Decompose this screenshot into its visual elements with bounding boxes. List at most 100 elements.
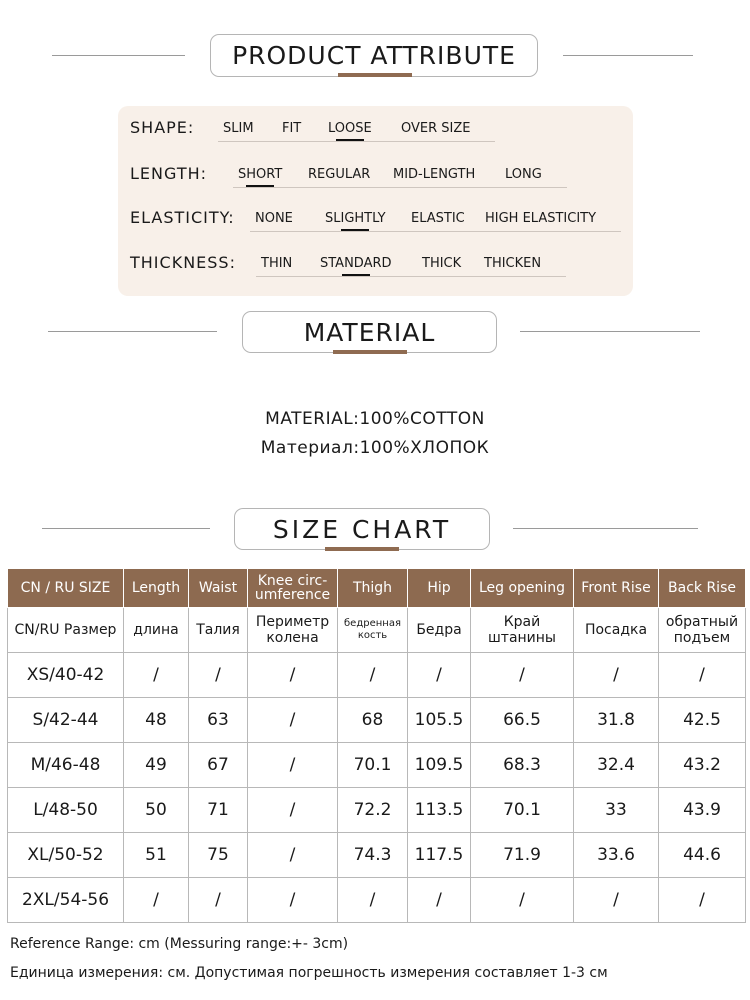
size-cell: 42.5 [658,697,746,743]
attribute-option: SLIM [223,121,254,136]
attribute-option: STANDARD [320,256,392,271]
section-title: MATERIAL [242,311,497,353]
header-cell: бедренная кость [337,607,408,653]
size-cell: 75 [188,832,248,878]
size-cell: / [247,652,338,698]
selected-marker [341,229,370,232]
attribute-option: ELASTIC [411,211,465,226]
size-cell: / [658,652,746,698]
attribute-label: LENGTH: [130,164,208,183]
attribute-option: THICKEN [484,256,542,271]
attribute-option: LOOSE [328,121,372,136]
material-line: MATERIAL:100%COTTON [265,409,485,429]
size-cell: / [573,877,659,923]
header-cell: длина [123,607,189,653]
size-cell: 43.2 [658,742,746,788]
option-underline [256,276,567,277]
title-accent [333,350,407,354]
material-line: Материал:100%ХЛОПОК [260,438,490,458]
size-cell: 71 [188,787,248,833]
size-cell: 33.6 [573,832,659,878]
size-cell: 70.1 [337,742,408,788]
size-cell: / [337,652,408,698]
size-cell: / [470,652,574,698]
size-cell: 2XL/54-56 [7,877,124,923]
attribute-option: SLIGHTLY [325,211,386,226]
size-cell: 43.9 [658,787,746,833]
size-cell: / [407,652,471,698]
attribute-option: THIN [261,256,293,271]
size-row: XL/50-52 51 75/74.3 117.5 71.9 33.6 44.6 [7,832,746,878]
selected-marker [335,139,364,142]
header-cell: Hip [407,568,471,608]
option-underline [218,141,496,142]
size-cell: 105.5 [407,697,471,743]
size-cell: 113.5 [407,787,471,833]
title-accent [338,73,412,77]
size-row: 2XL/54-56// / / / / / / [7,877,746,923]
attribute-option: LONG [505,167,542,182]
header-cell: Талия [188,607,248,653]
size-cell: / [247,832,338,878]
attribute-option: MID-LENGTH [393,167,476,182]
size-cell: / [247,742,338,788]
header-cell: Knee circ-umference [247,568,338,608]
size-cell: / [247,877,338,923]
size-cell: 72.2 [337,787,408,833]
divider [48,331,217,332]
attribute-label: SHAPE: [130,118,195,137]
size-cell: / [247,697,338,743]
size-row: XS/40-42// / / / / / / [7,652,746,698]
size-cell: / [188,652,248,698]
header-row: CN / RU SIZE Length Waist Knee circ-umferen… [7,568,746,608]
size-row: M/46-48 49 67/70.1 109.5 68.3 32.4 43.2 [7,742,746,788]
header-cell: Leg opening [470,568,574,608]
header-cell: Waist [188,568,248,608]
size-cell: M/46-48 [7,742,124,788]
size-cell: 31.8 [573,697,659,743]
header-cell: Back Rise [658,568,746,608]
size-cell: 70.1 [470,787,574,833]
size-cell: 68.3 [470,742,574,788]
attribute-option: SHORT [238,167,283,182]
size-row: L/48-50 50 71/72.2 113.5 70.1 33 43.9 [7,787,746,833]
size-cell: 67 [188,742,248,788]
size-cell: / [658,877,746,923]
size-cell: / [123,877,189,923]
section-title: PRODUCT ATTRIBUTE [210,34,538,77]
size-row: S/42-44 48 63/68 105.5 66.5 31.8 42.5 [7,697,746,743]
header-cell: Front Rise [573,568,659,608]
header-cell: Край штанины [470,607,574,653]
header-cell: CN / RU SIZE [7,568,124,608]
section-title: SIZE CHART [234,508,490,550]
attribute-option: REGULAR [308,167,371,182]
size-cell: L/48-50 [7,787,124,833]
size-cell: XL/50-52 [7,832,124,878]
size-cell: / [470,877,574,923]
header-cell: Посадка [573,607,659,653]
size-cell: / [407,877,471,923]
size-cell: S/42-44 [7,697,124,743]
note: Единица измерения: см. Допустимая погреш… [10,965,608,981]
size-cell: 32.4 [573,742,659,788]
size-cell: 50 [123,787,189,833]
divider [563,55,693,56]
size-cell: 44.6 [658,832,746,878]
size-cell: 71.9 [470,832,574,878]
header-row-ru: CN/RU Размер длина Талия Периметр колена бед… [7,607,746,653]
size-cell: 48 [123,697,189,743]
option-underline [250,231,622,232]
attribute-label: ELASTICITY: [130,208,235,227]
size-cell: 117.5 [407,832,471,878]
note: Reference Range: cm (Messuring range:+- … [10,936,349,952]
divider [52,55,185,56]
size-table: CN / RU SIZE Length Waist Knee circ-umferen… [7,568,746,923]
header-cell: Бедра [407,607,471,653]
size-cell: / [337,877,408,923]
title-accent [325,547,399,551]
size-cell: 49 [123,742,189,788]
selected-marker [341,274,370,277]
size-cell: / [247,787,338,833]
size-cell: / [188,877,248,923]
